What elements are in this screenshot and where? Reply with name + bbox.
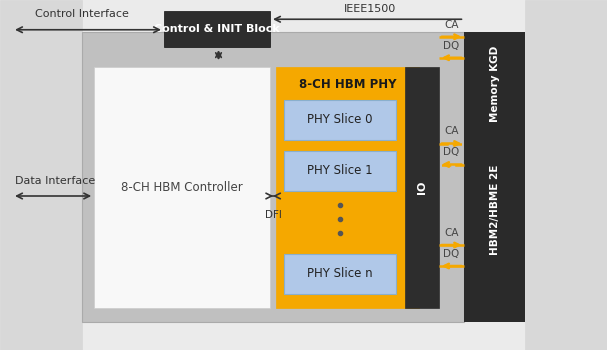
Text: PHY Slice n: PHY Slice n — [307, 267, 373, 280]
Text: CA: CA — [444, 228, 459, 238]
Bar — [0, 0, 82, 350]
Text: IEEE1500: IEEE1500 — [344, 4, 396, 14]
Bar — [405, 66, 439, 308]
Bar — [82, 32, 464, 322]
Text: Data Interface: Data Interface — [15, 175, 95, 186]
Bar — [284, 254, 396, 294]
Text: 8-CH HBM PHY: 8-CH HBM PHY — [299, 77, 396, 91]
Text: CA: CA — [444, 126, 459, 136]
Text: PHY Slice 0: PHY Slice 0 — [308, 113, 373, 126]
Text: HBM2/HBME 2E: HBM2/HBME 2E — [490, 165, 500, 255]
Text: Control Interface: Control Interface — [35, 9, 129, 19]
Bar — [284, 150, 396, 191]
Bar — [94, 66, 270, 308]
Text: DFI: DFI — [265, 210, 282, 220]
Bar — [284, 100, 396, 140]
Text: CA: CA — [444, 20, 459, 30]
Text: DQ: DQ — [444, 249, 459, 259]
Bar — [164, 10, 270, 47]
Text: Memory KGD: Memory KGD — [490, 46, 500, 122]
Text: Control & INIT Block: Control & INIT Block — [154, 24, 280, 34]
Text: DQ: DQ — [444, 41, 459, 51]
Bar — [276, 66, 419, 308]
Text: IO: IO — [417, 181, 427, 194]
Bar — [525, 0, 607, 350]
Bar — [464, 32, 525, 322]
Text: 8-CH HBM Controller: 8-CH HBM Controller — [121, 181, 243, 194]
Text: DQ: DQ — [444, 147, 459, 158]
Text: PHY Slice 1: PHY Slice 1 — [307, 164, 373, 177]
